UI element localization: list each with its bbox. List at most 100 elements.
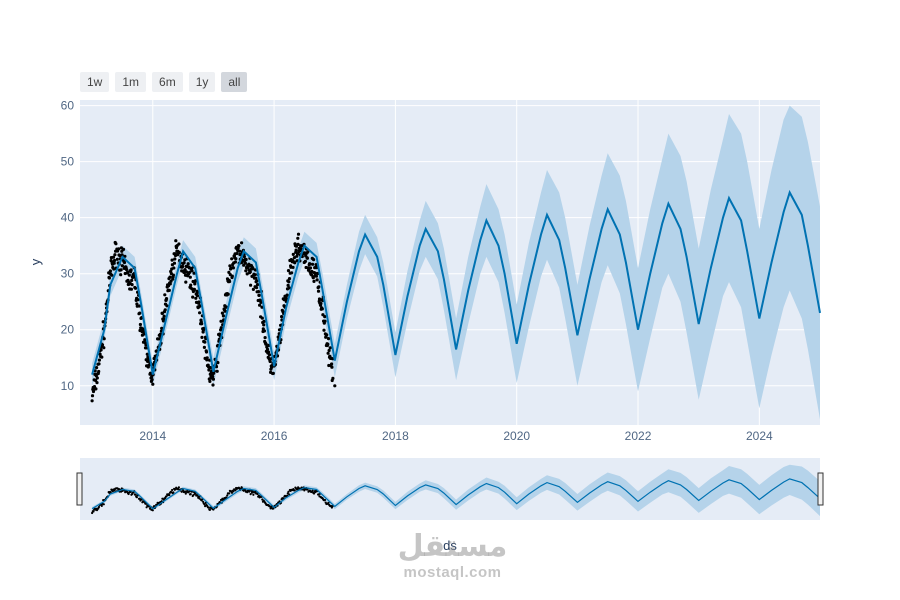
observed-point xyxy=(237,244,241,248)
observed-point xyxy=(160,311,164,315)
range-slider-point xyxy=(109,491,112,494)
observed-point xyxy=(195,291,199,295)
observed-point xyxy=(287,277,292,281)
range-slider-point xyxy=(232,490,235,493)
x-axis-label: ds xyxy=(443,538,457,553)
observed-point xyxy=(97,362,101,366)
observed-point xyxy=(223,309,227,313)
observed-point xyxy=(125,268,129,272)
observed-point xyxy=(296,232,301,236)
observed-point xyxy=(216,361,220,365)
range-selector: 1w 1m 6m 1y all xyxy=(80,72,248,92)
observed-point xyxy=(200,322,204,326)
y-tick-label: 20 xyxy=(61,323,75,337)
observed-point xyxy=(317,297,322,301)
observed-point xyxy=(95,366,99,370)
observed-point xyxy=(305,256,309,260)
observed-point xyxy=(113,253,117,257)
observed-point xyxy=(184,280,188,284)
range-slider-point xyxy=(249,493,252,496)
observed-point xyxy=(319,301,323,306)
observed-point xyxy=(120,264,124,268)
range-slider-line-path xyxy=(91,478,821,510)
observed-point xyxy=(129,287,133,291)
observed-point xyxy=(285,293,289,297)
observed-point xyxy=(182,261,186,265)
x-tick-label: 2018 xyxy=(382,429,409,443)
observed-point xyxy=(295,254,299,258)
range-button-1m[interactable]: 1m xyxy=(115,72,147,92)
observed-point xyxy=(192,287,196,291)
observed-point xyxy=(100,343,105,347)
observed-point xyxy=(244,257,248,262)
observed-point xyxy=(117,247,121,251)
y-tick-label: 40 xyxy=(61,211,75,225)
range-slider-point xyxy=(312,492,316,495)
x-tick-label: 2014 xyxy=(139,429,166,443)
x-tick-label: 2020 xyxy=(503,429,530,443)
observed-point xyxy=(188,270,192,274)
range-slider-point xyxy=(252,493,255,496)
range-slider-point xyxy=(207,506,210,509)
observed-point xyxy=(160,326,164,330)
observed-point xyxy=(280,315,284,319)
range-slider-point xyxy=(203,503,206,506)
range-slider-point xyxy=(248,490,251,493)
mostaql-watermark: مستقل mostaql.com xyxy=(395,530,510,582)
range-slider-point xyxy=(134,493,137,496)
observed-point xyxy=(190,269,194,273)
observed-point xyxy=(231,266,235,270)
observed-point xyxy=(255,283,260,287)
range-button-6m[interactable]: 6m xyxy=(152,72,183,92)
range-button-1y[interactable]: 1y xyxy=(188,72,216,92)
observed-point xyxy=(287,286,291,290)
observed-point xyxy=(251,267,255,271)
observed-point xyxy=(326,337,331,341)
observed-point xyxy=(170,258,174,262)
observed-point xyxy=(296,242,300,246)
observed-point xyxy=(254,276,258,280)
observed-point xyxy=(330,362,334,366)
observed-point xyxy=(157,337,161,341)
observed-point xyxy=(296,236,300,240)
observed-point xyxy=(249,283,253,287)
observed-point xyxy=(198,311,202,315)
observed-point xyxy=(121,247,126,251)
observed-point xyxy=(162,317,166,321)
observed-point xyxy=(129,268,133,272)
range-slider-point xyxy=(230,491,234,494)
range-slider-point xyxy=(177,486,180,489)
observed-point xyxy=(209,366,213,370)
axis-ticks: 10 20 30 40 50 60 2014 2016 2018 2020 2022 2024 xyxy=(61,99,773,443)
observed-point xyxy=(211,377,215,381)
range-slider-point xyxy=(92,510,95,513)
observed-point xyxy=(292,256,296,260)
observed-point xyxy=(286,283,290,287)
x-tick-label: 2016 xyxy=(261,429,288,443)
observed-point xyxy=(126,270,130,274)
range-slider-handle-right[interactable] xyxy=(817,472,824,506)
range-slider-point xyxy=(256,492,259,496)
observed-point xyxy=(263,336,267,340)
observed-point xyxy=(188,275,192,279)
observed-point xyxy=(195,294,200,298)
observed-point xyxy=(108,269,112,273)
observed-point xyxy=(230,274,234,278)
range-slider-point xyxy=(184,492,187,495)
observed-point xyxy=(255,279,259,283)
range-slider-point xyxy=(293,489,296,492)
observed-point xyxy=(165,304,169,308)
observed-point xyxy=(312,279,316,283)
range-slider-point xyxy=(327,501,330,504)
range-slider-point xyxy=(145,506,148,509)
range-slider-point xyxy=(219,498,223,502)
observed-point xyxy=(323,319,327,323)
observed-point xyxy=(262,319,266,323)
observed-point xyxy=(168,275,172,279)
observed-point xyxy=(163,308,167,312)
range-button-all[interactable]: all xyxy=(221,72,248,92)
range-button-1w[interactable]: 1w xyxy=(80,72,110,92)
range-slider-handle-left[interactable] xyxy=(76,472,83,506)
observed-point xyxy=(230,257,234,261)
